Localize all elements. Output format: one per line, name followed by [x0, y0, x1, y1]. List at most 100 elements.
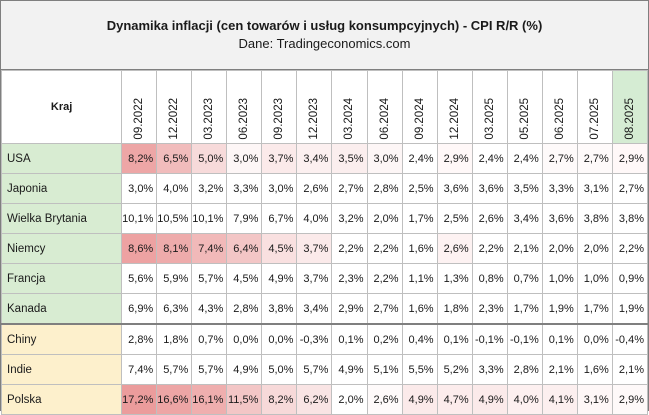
value-cell: 2,3%	[471, 293, 508, 325]
value-cell: 10,1%	[121, 203, 158, 234]
value-cell: 1,9%	[611, 293, 649, 325]
value-cell: 7,9%	[226, 203, 263, 234]
value-cell: 2,7%	[541, 143, 578, 174]
value-cell: 2,8%	[506, 354, 543, 385]
value-cell: 2,7%	[611, 173, 649, 204]
value-cell: 3,2%	[191, 173, 228, 204]
value-cell: 2,1%	[541, 354, 578, 385]
value-cell: 6,4%	[226, 233, 263, 264]
value-cell: 1,7%	[576, 293, 613, 325]
value-cell: 2,4%	[471, 143, 508, 174]
value-cell: 2,1%	[506, 233, 543, 264]
value-cell: 1,7%	[401, 203, 438, 234]
value-cell: 1,9%	[541, 293, 578, 325]
value-cell: 2,9%	[611, 384, 649, 415]
value-cell: 4,9%	[261, 263, 298, 294]
value-cell: 6,7%	[261, 203, 298, 234]
value-cell: -0,3%	[296, 323, 333, 355]
value-cell: 0,7%	[506, 263, 543, 294]
value-cell: 3,7%	[296, 263, 333, 294]
value-cell: 3,7%	[296, 233, 333, 264]
table-row: Chiny 2,8% 1,8% 0,7% 0,0% 0,0% -0,3% 0,1% 0,2% 0,…	[0, 323, 649, 355]
value-cell: 2,5%	[436, 203, 473, 234]
value-cell: 1,1%	[401, 263, 438, 294]
value-cell: 0,0%	[576, 323, 613, 355]
value-cell: 3,0%	[121, 173, 158, 204]
value-cell: 1,6%	[401, 233, 438, 264]
value-cell: 3,1%	[576, 384, 613, 415]
date-column-header: 03.2024	[331, 70, 368, 144]
value-cell: 3,8%	[576, 203, 613, 234]
value-cell: 2,6%	[366, 384, 403, 415]
value-cell: 10,1%	[191, 203, 228, 234]
value-cell: 4,9%	[471, 384, 508, 415]
date-column-header: 03.2023	[191, 70, 228, 144]
value-cell: 2,0%	[541, 233, 578, 264]
value-cell: 0,8%	[471, 263, 508, 294]
date-column-header: 09.2023	[261, 70, 298, 144]
date-label: 03.2024	[343, 98, 356, 140]
table-row: Niemcy 8,6% 8,1% 7,4% 6,4% 4,5% 3,7% 2,2% 2,2% 1,…	[0, 233, 649, 264]
value-cell: 3,0%	[226, 143, 263, 174]
table-row: Kanada 6,9% 6,3% 4,3% 2,8% 3,8% 3,4% 2,9% 2,7% 1,…	[0, 293, 649, 325]
title-box: Dynamika inflacji (cen towarów i usług k…	[1, 1, 648, 70]
value-cell: 2,5%	[401, 173, 438, 204]
value-cell: 2,3%	[331, 263, 368, 294]
date-label: 03.2023	[203, 98, 216, 140]
value-cell: 4,5%	[226, 263, 263, 294]
country-column-header: Kraj	[0, 70, 123, 144]
value-cell: 10,5%	[156, 203, 193, 234]
value-cell: 2,2%	[331, 233, 368, 264]
country-cell: Niemcy	[0, 233, 123, 264]
value-cell: 4,5%	[261, 233, 298, 264]
header-row: Kraj 09.2022 12.2022 03.2023 06.2023 09.2023…	[0, 70, 649, 144]
date-label: 06.2025	[553, 98, 566, 140]
table-row: Wielka Brytania 10,1% 10,5% 10,1% 7,9% 6,7% 4,…	[0, 203, 649, 234]
date-label: 06.2024	[378, 98, 391, 140]
date-label: 08.2025	[623, 98, 636, 140]
date-label: 05.2025	[518, 98, 531, 140]
value-cell: 2,2%	[611, 233, 649, 264]
date-column-header: 09.2024	[401, 70, 438, 144]
value-cell: 3,4%	[506, 203, 543, 234]
inflation-table: Kraj 09.2022 12.2022 03.2023 06.2023 09.2023…	[0, 70, 649, 415]
value-cell: 16,1%	[191, 384, 228, 415]
table-row: USA 8,2% 6,5% 5,0% 3,0% 3,7% 3,4% 3,5% 3,0% 2,4% 2…	[0, 143, 649, 174]
value-cell: 3,0%	[366, 143, 403, 174]
value-cell: 4,0%	[506, 384, 543, 415]
value-cell: 5,0%	[191, 143, 228, 174]
value-cell: 5,7%	[156, 354, 193, 385]
date-label: 09.2023	[273, 98, 286, 140]
value-cell: 2,7%	[576, 143, 613, 174]
value-cell: 11,5%	[226, 384, 263, 415]
date-column-header: 06.2025	[541, 70, 578, 144]
value-cell: 5,2%	[436, 354, 473, 385]
value-cell: 3,7%	[261, 143, 298, 174]
value-cell: 6,3%	[156, 293, 193, 325]
date-column-header: 06.2024	[366, 70, 403, 144]
value-cell: 2,0%	[366, 203, 403, 234]
value-cell: 4,9%	[226, 354, 263, 385]
value-cell: 5,5%	[401, 354, 438, 385]
value-cell: 2,6%	[436, 233, 473, 264]
value-cell: 2,2%	[366, 263, 403, 294]
value-cell: 1,7%	[506, 293, 543, 325]
value-cell: 2,6%	[471, 203, 508, 234]
value-cell: 5,7%	[191, 354, 228, 385]
value-cell: 2,2%	[366, 233, 403, 264]
value-cell: 6,5%	[156, 143, 193, 174]
date-column-header: 09.2022	[121, 70, 158, 144]
value-cell: 8,2%	[261, 384, 298, 415]
value-cell: 16,6%	[156, 384, 193, 415]
date-column-header: 12.2023	[296, 70, 333, 144]
value-cell: 2,7%	[366, 293, 403, 325]
table-row: Japonia 3,0% 4,0% 3,2% 3,3% 3,0% 2,6% 2,7% 2,8% 2…	[0, 173, 649, 204]
value-cell: 0,9%	[611, 263, 649, 294]
value-cell: 3,8%	[261, 293, 298, 325]
value-cell: 2,4%	[401, 143, 438, 174]
value-cell: 3,6%	[471, 173, 508, 204]
value-cell: 0,1%	[331, 323, 368, 355]
value-cell: 0,0%	[261, 323, 298, 355]
value-cell: 1,8%	[436, 293, 473, 325]
